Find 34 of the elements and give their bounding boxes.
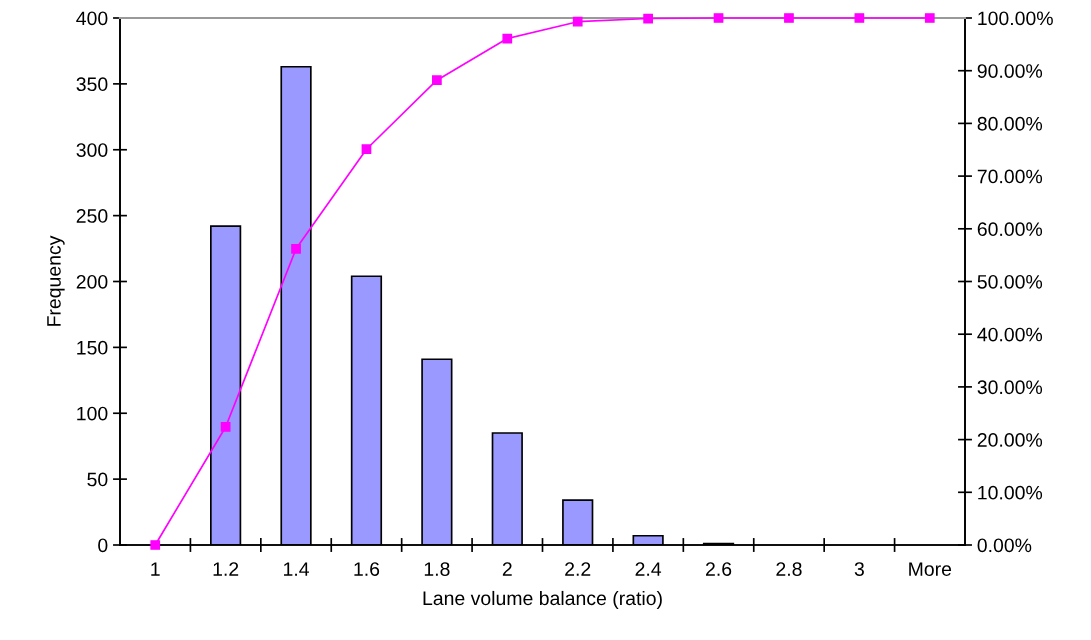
x-tick-label: 1.2 — [213, 562, 239, 576]
y-axis-title: Frequency — [47, 235, 65, 326]
y2-tick-label: 0.00% — [977, 538, 1032, 553]
y-tick-label: 0 — [98, 538, 108, 553]
y-tick-label: 150 — [77, 340, 108, 355]
x-tick-label: 1.4 — [284, 562, 309, 576]
x-tick-label: 2.4 — [635, 562, 662, 576]
x-tick-label: 2.8 — [776, 562, 802, 576]
y2-tick-label: 90.00% — [977, 64, 1043, 78]
y-tick-label: 250 — [76, 209, 108, 223]
y-tick-label: 300 — [76, 143, 108, 157]
y-tick-label: 100 — [77, 406, 108, 421]
y2-tick-label: 30.00% — [977, 380, 1043, 395]
y-tick-label: 50 — [87, 472, 108, 487]
y2-tick-label: 10.00% — [978, 485, 1043, 500]
x-tick-label: 2.2 — [565, 562, 591, 576]
y2-tick-label: 20.00% — [977, 433, 1043, 447]
y-tick-label: 350 — [76, 77, 108, 92]
y2-tick-label: 50.00% — [977, 274, 1043, 289]
x-tick-label: 1 — [151, 562, 160, 576]
x-tick-label: More — [909, 562, 952, 576]
x-tick-label: 3 — [854, 562, 864, 576]
x-axis-title: Lane volume balance (ratio) — [423, 590, 662, 610]
y-tick-label: 400 — [76, 11, 108, 26]
y-tick-label: 200 — [76, 274, 108, 289]
x-tick-label: 2.6 — [706, 562, 732, 576]
y2-tick-label: 80.00% — [977, 116, 1043, 131]
x-tick-label: 1.6 — [354, 562, 380, 576]
y2-tick-label: 70.00% — [977, 169, 1043, 184]
y2-tick-label: 60.00% — [977, 222, 1043, 237]
x-tick-label: 1.8 — [424, 562, 450, 576]
y2-tick-label: 100.00% — [978, 11, 1053, 26]
y2-tick-label: 40.00% — [977, 327, 1043, 342]
x-tick-label: 2 — [502, 562, 512, 576]
